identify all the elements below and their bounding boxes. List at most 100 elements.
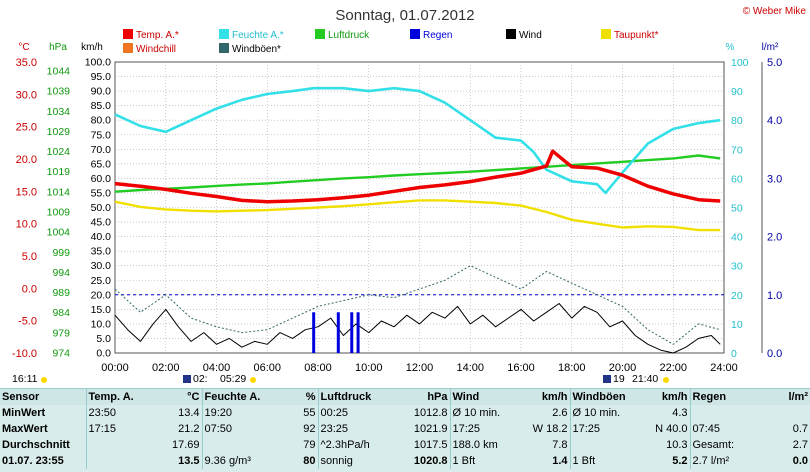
x-tick-label: 22:00 bbox=[659, 362, 687, 374]
table-cell: 1.4 bbox=[552, 455, 568, 467]
humidity-tick-label: 70 bbox=[731, 144, 743, 156]
humidity-tick-label: 0 bbox=[731, 348, 737, 360]
table-cell: 19:20 bbox=[201, 405, 274, 421]
temp-tick-label: 15.0 bbox=[16, 186, 37, 198]
chart-title: Sonntag, 01.07.2012 bbox=[335, 7, 474, 24]
table-cell: 23:25 bbox=[317, 421, 394, 437]
pressure-tick-label: 1019 bbox=[47, 166, 71, 178]
humidity-tick-label: 20 bbox=[731, 290, 743, 302]
x-tick-label: 10:00 bbox=[355, 362, 383, 374]
rain-bar bbox=[356, 312, 360, 353]
table-cell: N 40.0 bbox=[655, 423, 688, 435]
brand-label[interactable]: © Weber Mike bbox=[743, 6, 807, 17]
table-cell: 1012.8 bbox=[413, 407, 448, 419]
legend-swatch bbox=[123, 43, 133, 53]
pressure-tick-label: 994 bbox=[52, 267, 70, 279]
x-tick-label: 00:00 bbox=[101, 362, 129, 374]
legend-label: Regen bbox=[423, 30, 452, 41]
table-header-cell: Feuchte A. bbox=[201, 389, 274, 405]
humidity-unit-label: % bbox=[726, 42, 735, 53]
legend-label: Feuchte A.* bbox=[232, 30, 284, 41]
table-cell: 17:25 bbox=[449, 421, 520, 437]
series-wind-line bbox=[114, 303, 721, 354]
table-header-cell: °C bbox=[148, 389, 202, 405]
wind-tick-label: 30.0 bbox=[91, 260, 112, 272]
table-cell bbox=[689, 405, 758, 421]
table-cell: Ø 10 min. bbox=[569, 405, 640, 421]
rain-tick-label: 4.0 bbox=[767, 115, 782, 127]
wind-tick-label: 20.0 bbox=[91, 289, 112, 301]
humidity-tick-label: 50 bbox=[731, 203, 743, 215]
wind-tick-label: 5.0 bbox=[96, 333, 111, 345]
rain-bar bbox=[350, 312, 354, 353]
wind-tick-label: 65.0 bbox=[91, 158, 112, 170]
x-tick-label: 16:00 bbox=[507, 362, 535, 374]
table-cell: 23:50 bbox=[85, 405, 148, 421]
table-cell: 1 Bft bbox=[569, 453, 640, 469]
table-cell: 17.69 bbox=[171, 439, 200, 451]
table-cell: 21.2 bbox=[178, 423, 200, 435]
table-cell: 13.5 bbox=[178, 455, 200, 467]
table-cell: W 18.2 bbox=[532, 423, 568, 435]
temp-tick-label: -10.0 bbox=[12, 348, 37, 360]
wind-tick-label: 45.0 bbox=[91, 217, 112, 229]
table-cell: 13.4 bbox=[178, 407, 200, 419]
table-cell bbox=[201, 437, 274, 453]
table-cell: 79 bbox=[303, 439, 316, 451]
table-cell: 9.36 g/m³ bbox=[201, 453, 274, 469]
wind-tick-label: 35.0 bbox=[91, 246, 112, 258]
sunset-label: 21:40 bbox=[632, 373, 658, 385]
temp-tick-label: 5.0 bbox=[22, 251, 37, 263]
pressure-tick-label: 1014 bbox=[47, 186, 71, 198]
table-cell: 92 bbox=[303, 423, 316, 435]
table-cell: 7.8 bbox=[552, 439, 568, 451]
wind-tick-label: 50.0 bbox=[91, 202, 112, 214]
x-tick-label: 08:00 bbox=[304, 362, 332, 374]
table-cell bbox=[85, 453, 148, 469]
humidity-tick-label: 10 bbox=[731, 319, 743, 331]
wind-tick-label: 100.0 bbox=[85, 57, 111, 69]
humidity-tick-label: 30 bbox=[731, 261, 743, 273]
wind-tick-label: 75.0 bbox=[91, 129, 112, 141]
x-tick-label: 20:00 bbox=[609, 362, 637, 374]
x-tick-label: 06:00 bbox=[253, 362, 281, 374]
humidity-tick-label: 60 bbox=[731, 173, 743, 185]
table-cell: 188.0 km bbox=[449, 437, 520, 453]
table-cell: 07:45 bbox=[689, 421, 758, 437]
table-cell bbox=[569, 437, 640, 453]
table-cell: 17:25 bbox=[569, 421, 640, 437]
moonrise-label: 02: bbox=[193, 373, 208, 385]
table-cell: 2.7 l/m² bbox=[689, 453, 758, 469]
pressure-tick-label: 1004 bbox=[47, 227, 71, 239]
temp-tick-label: 35.0 bbox=[16, 57, 37, 69]
wind-tick-label: 0.0 bbox=[96, 348, 111, 360]
series-windben-line bbox=[114, 265, 721, 345]
table-cell: ^2.3hPa/h bbox=[317, 437, 394, 453]
temp-tick-label: 25.0 bbox=[16, 122, 37, 134]
humidity-tick-label: 80 bbox=[731, 115, 743, 127]
pressure-tick-label: 974 bbox=[52, 348, 70, 360]
table-cell: 1020.8 bbox=[413, 455, 448, 467]
table-cell: Ø 10 min. bbox=[449, 405, 520, 421]
moon-icon bbox=[603, 375, 611, 383]
wind-tick-label: 85.0 bbox=[91, 100, 112, 112]
pressure-tick-label: 1009 bbox=[47, 207, 71, 219]
temp-tick-label: 10.0 bbox=[16, 219, 37, 231]
axis-ticks: 100.095.090.085.080.075.070.065.060.055.… bbox=[12, 57, 782, 375]
axis-unit-labels: °C hPa km/h% l/m² bbox=[18, 42, 779, 53]
table-cell bbox=[85, 437, 148, 453]
legend-swatch bbox=[601, 29, 611, 39]
temp-tick-label: 20.0 bbox=[16, 154, 37, 166]
table-header-cell: Windböen bbox=[569, 389, 640, 405]
table-row: MinWert 23:50 13.4 19:20 55 00:25 1012.8 Ø 10 m… bbox=[0, 405, 810, 421]
table-cell: 80 bbox=[303, 455, 316, 467]
sun-moon-row: 16:11 02: 05:29 19 21:40 bbox=[12, 373, 669, 385]
table-cell: 2.6 bbox=[552, 407, 568, 419]
wind-tick-label: 70.0 bbox=[91, 144, 112, 156]
table-cell: 55 bbox=[303, 407, 316, 419]
wind-tick-label: 90.0 bbox=[91, 86, 112, 98]
sun-icon bbox=[250, 377, 256, 383]
series-tempa-line bbox=[114, 149, 721, 204]
weather-chart: Sonntag, 01.07.2012 © Weber Mike Temp. A… bbox=[12, 6, 807, 385]
table-cell: 5.2 bbox=[672, 455, 688, 467]
